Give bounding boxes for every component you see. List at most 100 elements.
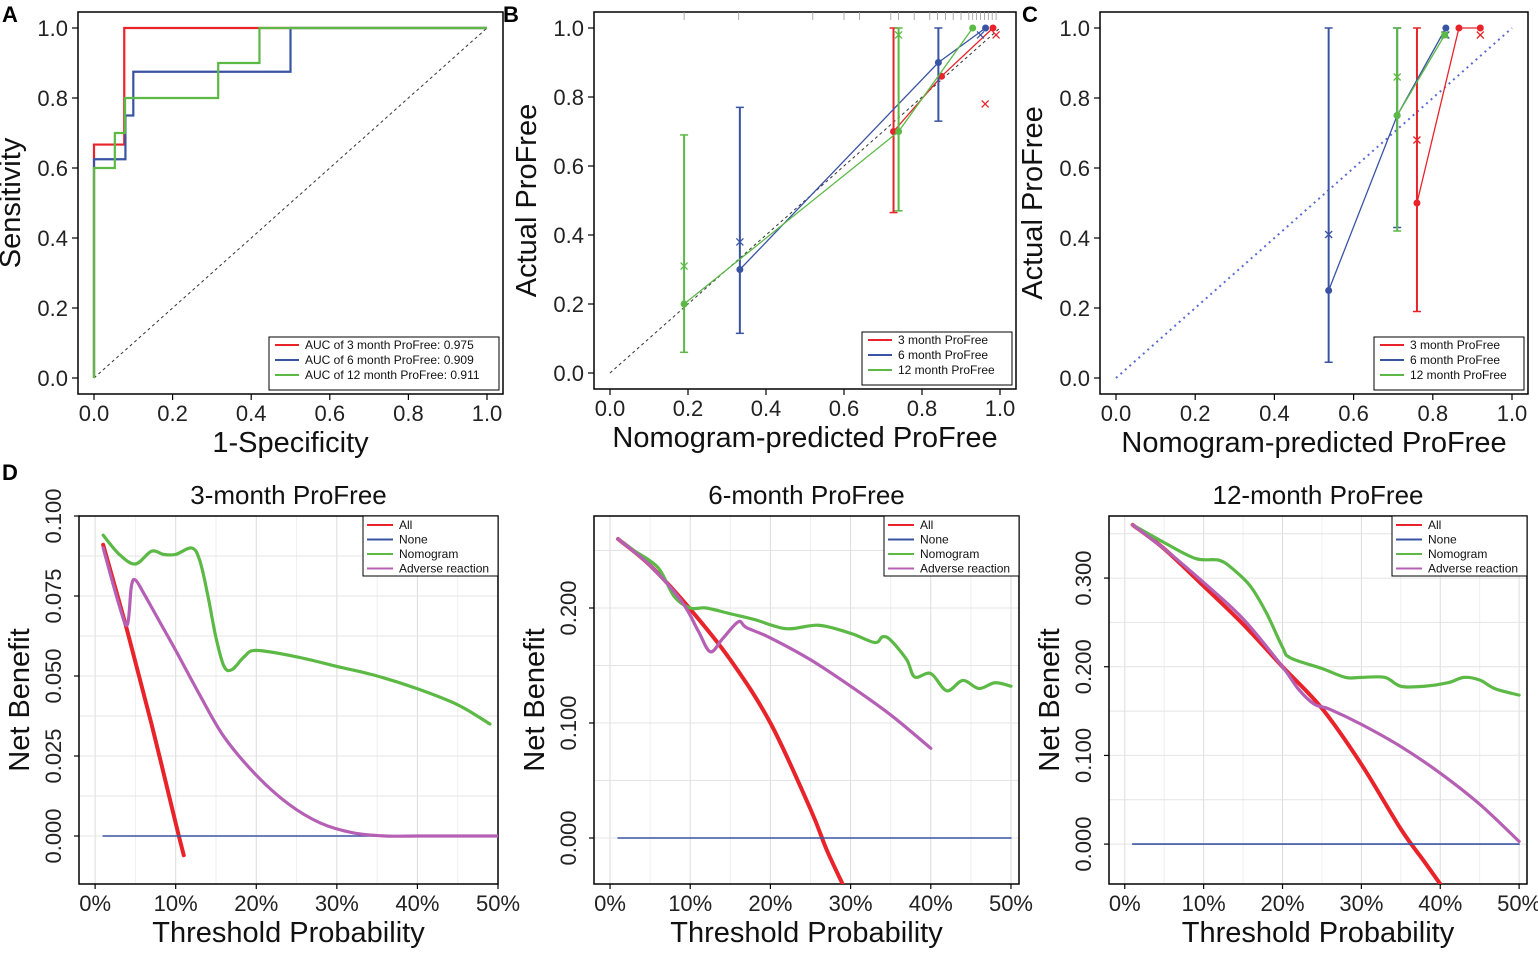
x-tick-label: 0.2 [673, 396, 704, 421]
x-tick-label: 0.6 [1338, 401, 1369, 426]
x-axis-label: Nomogram-predicted ProFree [1121, 427, 1506, 459]
legend-label: 3 month ProFree [1410, 338, 1500, 352]
x-tick-label: 30% [1339, 891, 1383, 916]
legend-label: None [399, 533, 428, 547]
plot-frame-A [77, 11, 504, 395]
bias-corrected-marker [1476, 31, 1485, 39]
calibration-point [890, 128, 898, 135]
reference-diagonal [609, 27, 1001, 374]
bias-corrected-marker [1393, 73, 1402, 81]
x-axis-label: Threshold Probability [152, 917, 425, 949]
calibration-line-2 [1396, 34, 1446, 116]
calibration-point [982, 24, 990, 32]
y-tick-label: 0.000 [1071, 817, 1096, 872]
legend-label: Nomogram [399, 547, 458, 561]
bias-corrected-marker [735, 237, 744, 246]
bias-corrected-marker [1440, 31, 1449, 39]
calibration-point [680, 300, 688, 308]
x-tick-label: 0% [1109, 891, 1141, 916]
calibration-point [969, 24, 977, 32]
y-tick-label: 0.300 [1071, 551, 1096, 606]
series-group [1130, 522, 1521, 884]
x-tick-label: 50% [476, 891, 520, 916]
plot-frame-D1 [78, 515, 499, 885]
legend-label: All [399, 518, 412, 532]
x-axis-label: Threshold Probability [1182, 917, 1455, 949]
x-tick-label: 30% [829, 891, 873, 916]
dca-line-adverse-reaction [616, 537, 933, 750]
y-tick-label: 0.100 [41, 488, 66, 543]
legend-label: 6 month ProFree [1410, 353, 1500, 367]
y-tick-label: 0.4 [553, 223, 584, 248]
y-tick-label: 0.000 [41, 808, 66, 863]
plot-frame-D3 [1108, 515, 1528, 885]
x-axis-label: 1-Specificity [212, 427, 369, 459]
calibration-point [1393, 112, 1401, 119]
x-tick-label: 10% [1182, 891, 1226, 916]
x-tick-label: 50% [1497, 891, 1538, 916]
y-axis-label: Net Benefit [4, 628, 36, 771]
chart-title: 3-month ProFree [190, 480, 387, 510]
x-tick-label: 30% [315, 891, 359, 916]
bias-corrected-marker [1413, 136, 1421, 144]
bias-corrected-marker [992, 30, 1001, 39]
x-tick-label: 0.2 [157, 401, 188, 426]
y-tick-label: 0.6 [1059, 156, 1090, 181]
y-axis-label: Sensitivity [0, 137, 27, 268]
legend-label: Nomogram [1428, 547, 1487, 561]
reference-diagonal [1115, 27, 1513, 379]
y-axis-label: Net Benefit [519, 628, 551, 771]
x-tick-label: 1.0 [1497, 401, 1528, 426]
bias-corrected-marker [1324, 230, 1333, 239]
y-tick-label: 0.0 [37, 366, 68, 391]
x-tick-label: 40% [395, 891, 439, 916]
legend-label: AUC of 6 month ProFree: 0.909 [305, 353, 474, 367]
y-tick-label: 0.6 [37, 156, 68, 181]
calibration-point [989, 24, 997, 32]
y-tick-label: 0.6 [553, 154, 584, 179]
y-axis-label: Actual ProFree [511, 104, 543, 297]
x-tick-label: 10% [668, 891, 712, 916]
y-tick-label: 0.0 [553, 361, 584, 386]
x-tick-label: 0.6 [829, 396, 860, 421]
legend-label: All [1428, 518, 1441, 532]
roc-line-2 [92, 26, 487, 378]
plot-frame-C [1099, 11, 1529, 395]
y-tick-label: 0.2 [553, 292, 584, 317]
y-tick-label: 1.0 [37, 16, 68, 41]
calibration-point [934, 59, 942, 66]
dca-line-adverse-reaction [101, 546, 498, 838]
dca-line-adverse-reaction [1131, 523, 1521, 844]
calibration-line-0 [893, 27, 994, 132]
x-tick-label: 0% [594, 891, 626, 916]
y-tick-label: 0.000 [556, 810, 581, 865]
calibration-point [1413, 199, 1421, 207]
y-tick-label: 0.075 [41, 568, 66, 623]
y-tick-label: 0.0 [1059, 366, 1090, 391]
legend-label: Adverse reaction [920, 562, 1010, 576]
x-tick-label: 0.8 [907, 396, 938, 421]
legend-label: Adverse reaction [399, 562, 489, 576]
dca-line-all [1130, 522, 1443, 884]
calibration-point [1476, 24, 1484, 32]
legend-label: 12 month ProFree [1410, 368, 1507, 382]
y-tick-label: 0.4 [1059, 226, 1090, 251]
legend-label: None [920, 533, 949, 547]
calibration-point [1455, 24, 1463, 32]
calibration-point [1325, 287, 1333, 294]
calibration-point [1442, 24, 1450, 32]
x-tick-label: 20% [748, 891, 792, 916]
calibration-line-1 [739, 27, 986, 270]
calibration-line-0 [1416, 27, 1481, 204]
legend-label: All [920, 518, 933, 532]
x-axis-label: Threshold Probability [670, 917, 943, 949]
calibration-line-2 [683, 27, 974, 305]
legend-label: AUC of 12 month ProFree: 0.911 [305, 368, 480, 382]
y-tick-label: 0.100 [556, 695, 581, 750]
x-tick-label: 1.0 [472, 401, 503, 426]
x-tick-label: 0.4 [236, 401, 267, 426]
panel-label-B: B [503, 2, 519, 27]
chart-title: 12-month ProFree [1213, 480, 1424, 510]
legend-label: None [1428, 533, 1457, 547]
